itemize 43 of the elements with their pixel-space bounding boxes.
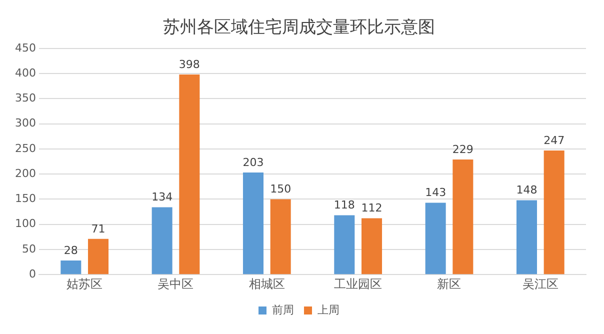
x-tick-label: 吴江区: [522, 276, 558, 291]
data-label: 118: [334, 198, 355, 212]
y-tick-label: 450: [14, 41, 36, 54]
data-label: 143: [425, 186, 446, 200]
bar: [152, 207, 172, 274]
data-label: 112: [361, 202, 382, 215]
y-tick-label: 50: [22, 242, 36, 256]
chart-title: 苏州各区域住宅周成交量环比示意图: [163, 18, 435, 38]
y-tick-label: 300: [14, 116, 36, 130]
x-tick-label: 吴中区: [158, 276, 194, 291]
y-tick-label: 100: [14, 217, 36, 230]
x-tick-label: 工业园区: [334, 276, 382, 291]
y-tick-label: 0: [28, 267, 36, 280]
y-tick-label: 250: [14, 142, 36, 155]
x-tick-label: 相城区: [248, 276, 285, 291]
y-tick-label: 200: [14, 166, 36, 180]
bar: [242, 172, 264, 274]
data-label: 398: [178, 58, 200, 71]
y-tick-label: 400: [14, 66, 36, 80]
x-tick-label: 新区: [437, 276, 462, 291]
x-tick-label: 姑苏区: [66, 276, 103, 291]
bar: [516, 200, 537, 274]
data-label: 28: [64, 244, 78, 257]
bar: [544, 150, 564, 274]
y-tick-label: 350: [14, 92, 36, 105]
y-tick-label: 150: [14, 192, 36, 206]
legend-label: 上周: [318, 303, 340, 316]
data-label: 247: [544, 134, 565, 147]
bar: [179, 74, 200, 274]
bar: [60, 260, 82, 274]
data-label: 203: [242, 156, 264, 169]
bar: [452, 159, 474, 274]
legend-label: 前周: [272, 303, 294, 316]
bar: [425, 202, 446, 274]
bar: [270, 199, 291, 274]
bar: [334, 215, 355, 274]
data-label: 71: [91, 222, 106, 236]
bar: [88, 238, 109, 274]
data-label: 148: [516, 184, 538, 197]
data-label: 229: [452, 142, 474, 156]
data-label: 134: [152, 190, 173, 204]
data-label: 150: [270, 182, 292, 196]
bar: [362, 218, 382, 274]
